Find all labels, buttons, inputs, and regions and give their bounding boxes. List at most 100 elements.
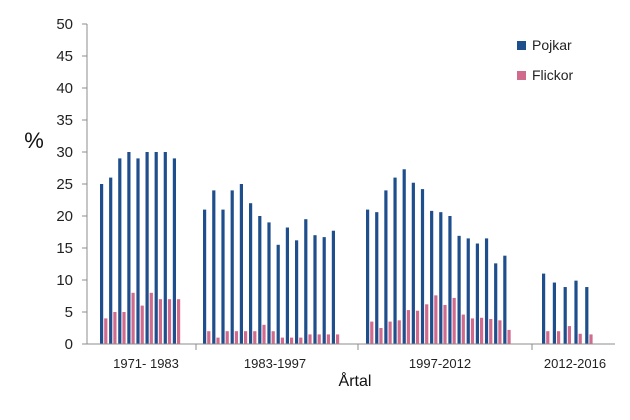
- bar-pojkar: [230, 190, 234, 344]
- bar-pojkar: [439, 212, 443, 344]
- bar-flickor: [113, 312, 117, 344]
- y-tick-label: 35: [56, 112, 73, 129]
- y-tick-label: 15: [56, 240, 73, 257]
- bar-pojkar: [127, 152, 131, 344]
- bar-pojkar: [285, 227, 289, 344]
- bar-flickor: [498, 320, 502, 344]
- bar-flickor: [452, 297, 456, 344]
- bar-pojkar: [136, 158, 140, 344]
- bar-pojkar: [331, 230, 335, 344]
- bar-pojkar: [163, 152, 167, 344]
- bar-flickor: [216, 337, 220, 344]
- bar-pojkar: [420, 189, 425, 344]
- y-tick-label: 45: [56, 48, 73, 65]
- bar-flickor: [379, 328, 383, 344]
- bar-pojkar: [466, 238, 470, 344]
- bar-flickor: [489, 319, 493, 344]
- bar-pojkar: [276, 244, 280, 344]
- bar-flickor: [234, 331, 238, 344]
- bar-flickor: [546, 331, 550, 344]
- y-tick-label: 0: [65, 336, 73, 353]
- bar-flickor: [131, 292, 135, 344]
- y-tick-label: 5: [65, 304, 73, 321]
- bar-flickor: [104, 318, 108, 344]
- legend-swatch-flickor: [517, 71, 526, 80]
- bar-flickor: [262, 324, 266, 344]
- y-tick-label: 10: [56, 272, 73, 289]
- bar-pojkar: [322, 237, 326, 344]
- bar-flickor: [253, 331, 257, 344]
- bar-pojkar: [411, 182, 415, 344]
- bar-pojkar: [402, 169, 406, 344]
- bar-flickor: [415, 310, 420, 344]
- bar-pojkar: [239, 184, 243, 344]
- bar-flickor: [280, 337, 284, 344]
- bar-pojkar: [100, 184, 104, 344]
- bar-pojkar: [484, 238, 489, 344]
- bars: [100, 152, 593, 344]
- legend-swatch-pojkar: [517, 41, 526, 50]
- bar-flickor: [167, 299, 172, 344]
- bar-pojkar: [457, 235, 461, 344]
- bar-pojkar: [109, 177, 113, 344]
- bar-flickor: [177, 299, 181, 344]
- bar-flickor: [470, 318, 475, 344]
- bar-flickor: [299, 337, 303, 344]
- bar-flickor: [425, 304, 429, 344]
- x-group-label: 2012-2016: [544, 356, 606, 371]
- bar-flickor: [317, 334, 321, 344]
- legend: Pojkar Flickor: [517, 37, 574, 83]
- bar-pojkar: [585, 287, 589, 344]
- x-group-label: 1971- 1983: [113, 356, 179, 371]
- bar-pojkar: [118, 158, 122, 344]
- bar-flickor: [434, 295, 438, 344]
- bar-pojkar: [304, 219, 308, 344]
- bar-flickor: [158, 299, 162, 344]
- y-axis-title: %: [24, 128, 44, 153]
- bar-pojkar: [563, 287, 567, 344]
- y-tick-label: 30: [56, 144, 73, 161]
- bar-pojkar: [154, 152, 158, 344]
- bar-flickor: [397, 320, 401, 344]
- bar-pojkar: [203, 209, 207, 344]
- y-tick-label: 25: [56, 176, 73, 193]
- bar-pojkar: [313, 235, 317, 344]
- x-group-label: 1997-2012: [409, 356, 471, 371]
- bar-flickor: [370, 321, 374, 344]
- bar-flickor: [507, 329, 511, 344]
- bar-pojkar: [267, 222, 271, 344]
- bar-flickor: [578, 333, 582, 344]
- bar-flickor: [290, 337, 294, 344]
- bar-pojkar: [258, 216, 262, 344]
- bar-flickor: [567, 326, 571, 344]
- y-tick-label: 40: [56, 80, 73, 97]
- bar-pojkar: [172, 158, 176, 344]
- bar-flickor: [225, 331, 229, 344]
- bar-pojkar: [366, 209, 370, 344]
- x-axis-title: Årtal: [339, 371, 372, 390]
- bar-pojkar: [475, 243, 479, 344]
- x-axis-group-labels: 1971- 1983 1983-1997 1997-2012 2012-2016: [113, 344, 606, 371]
- y-axis-ticks: 0 5 10 15 20 25 30 35 40 45 50: [56, 16, 87, 353]
- bar-flickor: [149, 292, 153, 344]
- bar-pojkar: [542, 273, 546, 344]
- legend-label-flickor: Flickor: [532, 67, 574, 83]
- bar-flickor: [388, 321, 392, 344]
- bar-pojkar: [249, 203, 253, 344]
- bar-flickor: [326, 334, 330, 344]
- bar-pojkar: [393, 177, 397, 344]
- bar-pojkar: [295, 240, 299, 344]
- bar-flickor: [461, 314, 465, 344]
- y-tick-label: 20: [56, 208, 73, 225]
- bar-pojkar: [375, 212, 379, 344]
- bar-flickor: [557, 331, 561, 344]
- x-group-label: 1983-1997: [244, 356, 306, 371]
- bar-flickor: [480, 317, 484, 344]
- bar-flickor: [589, 334, 593, 344]
- bar-flickor: [122, 312, 126, 344]
- legend-label-pojkar: Pojkar: [532, 37, 572, 53]
- bar-pojkar: [494, 263, 498, 344]
- bar-pojkar: [430, 210, 434, 344]
- bar-flickor: [140, 305, 144, 344]
